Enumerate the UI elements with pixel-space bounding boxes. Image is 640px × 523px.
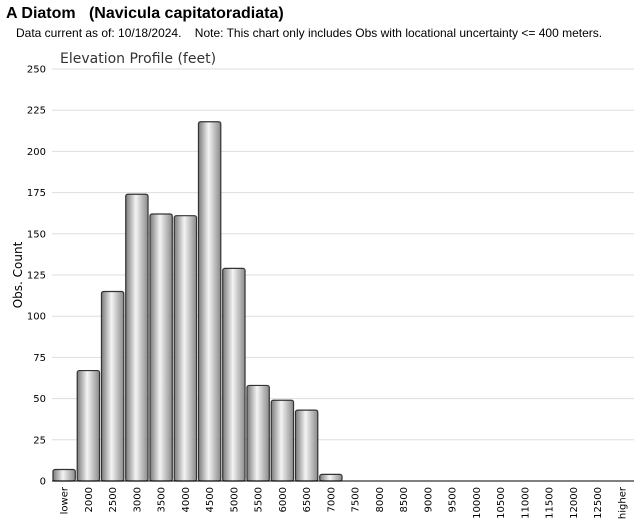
x-tick-label: 10500 bbox=[496, 487, 507, 519]
page-title: A Diatom (Navicula capitatoradiata) bbox=[6, 5, 284, 22]
bar-6000 bbox=[270, 399, 295, 482]
x-tick-label: 7000 bbox=[326, 487, 337, 512]
x-tick-label: 2000 bbox=[84, 487, 95, 512]
x-tick-label: 4000 bbox=[181, 487, 192, 512]
x-tick-label: 5500 bbox=[254, 487, 265, 512]
x-tick-label: 6000 bbox=[278, 487, 289, 512]
data-note: Data current as of: 10/18/2024. Note: Th… bbox=[16, 26, 603, 40]
x-tick-label: 4500 bbox=[205, 487, 216, 512]
x-tick-label: 9000 bbox=[423, 487, 434, 512]
y-tick-label: 75 bbox=[33, 353, 46, 364]
x-tick-label: 11000 bbox=[520, 487, 531, 519]
x-tick-label: 12000 bbox=[569, 487, 580, 519]
y-tick-label: 250 bbox=[27, 65, 46, 76]
y-tick-label: 150 bbox=[27, 229, 46, 240]
bar-2000 bbox=[76, 369, 101, 482]
x-tick-label: 7500 bbox=[351, 487, 362, 512]
y-tick-label: 175 bbox=[27, 188, 46, 199]
bar-2500 bbox=[100, 290, 125, 482]
bar-4500 bbox=[197, 121, 222, 482]
x-tick-label: 8000 bbox=[375, 487, 386, 512]
bar-3500 bbox=[149, 213, 173, 482]
bar-lower bbox=[52, 468, 76, 482]
y-tick-label: 200 bbox=[27, 147, 46, 158]
y-tick-label: 25 bbox=[33, 435, 46, 446]
bar-3000 bbox=[125, 193, 149, 482]
x-tick-label: 8500 bbox=[399, 487, 410, 512]
y-tick-label: 0 bbox=[40, 477, 46, 488]
y-tick-label: 125 bbox=[27, 271, 46, 282]
y-tick-label: 50 bbox=[33, 394, 46, 405]
y-tick-label: 100 bbox=[27, 312, 46, 323]
bar-7000 bbox=[319, 473, 343, 482]
x-tick-label: higher bbox=[617, 486, 628, 519]
x-tick-label: 9500 bbox=[448, 487, 459, 512]
x-tick-label: 6500 bbox=[302, 487, 313, 512]
x-tick-label: 10000 bbox=[472, 487, 483, 519]
y-tick-label: 225 bbox=[27, 106, 46, 117]
bar-5000 bbox=[222, 267, 246, 482]
bar-6500 bbox=[294, 409, 319, 482]
x-tick-label: 12500 bbox=[593, 487, 604, 519]
chart-title: Elevation Profile (feet) bbox=[60, 51, 216, 67]
x-tick-label: 3500 bbox=[157, 487, 168, 512]
x-tick-label: 2500 bbox=[108, 487, 119, 512]
y-axis-label: Obs. Count bbox=[11, 241, 25, 308]
x-tick-label: 3000 bbox=[132, 487, 143, 512]
bar-4000 bbox=[173, 215, 198, 482]
bar-5500 bbox=[246, 384, 270, 482]
x-tick-label: lower bbox=[60, 486, 71, 514]
x-tick-label: 11500 bbox=[545, 487, 556, 519]
x-tick-label: 5000 bbox=[229, 487, 240, 512]
